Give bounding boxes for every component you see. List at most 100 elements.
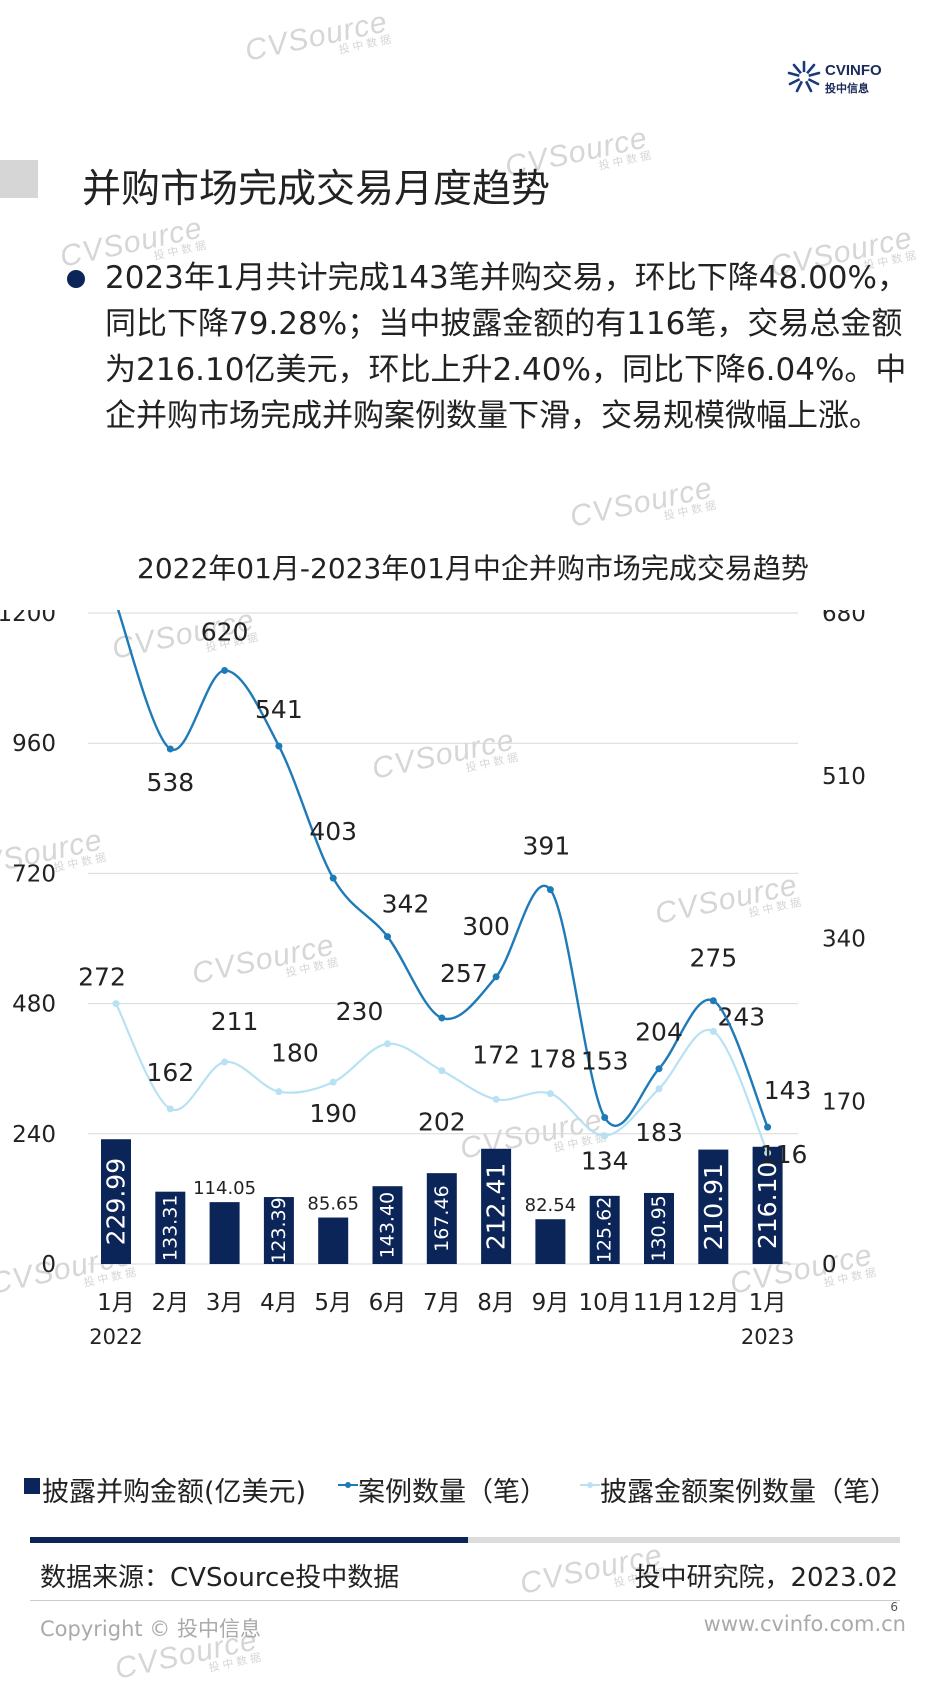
series-point xyxy=(709,997,717,1005)
cvinfo-logo: CVINFO 投中信息 xyxy=(787,60,897,96)
point-value-label: 180 xyxy=(271,1039,319,1068)
point-value-label: 620 xyxy=(201,617,249,646)
series-point xyxy=(492,973,500,981)
legend-line-swatch xyxy=(580,1482,600,1488)
series-point xyxy=(384,933,391,941)
right-tick-label: 510 xyxy=(822,764,866,790)
x-tick-label: 2月 xyxy=(151,1290,189,1316)
bar-value-label: 167.46 xyxy=(431,1185,453,1251)
series-point xyxy=(492,1095,500,1103)
bar-value-label: 216.10 xyxy=(753,1162,782,1249)
series-point xyxy=(655,1065,663,1073)
x-tick-label: 12月 xyxy=(687,1290,739,1316)
series-point xyxy=(329,1078,337,1086)
bar xyxy=(752,1146,783,1264)
right-tick-label: 340 xyxy=(822,927,866,953)
point-value-label: 230 xyxy=(336,997,384,1026)
right-tick-label: 680 xyxy=(822,610,866,627)
combo-chart: 0 240 480 720 960 1200 0 170 340 510 680 229.99 13… xyxy=(0,610,866,1349)
watermark: CVSource 投 中 数 据 xyxy=(242,5,393,68)
year-label: 2022 xyxy=(89,1325,142,1349)
bar-value-label: 130.95 xyxy=(648,1195,670,1261)
point-value-label: 342 xyxy=(382,890,430,919)
point-value-label: 204 xyxy=(635,1018,683,1047)
point-value-label: 116 xyxy=(760,1140,808,1169)
point-value-label: 183 xyxy=(635,1118,683,1147)
point-value-label: 538 xyxy=(146,768,194,797)
series-point xyxy=(438,1067,446,1075)
point-value-label: 391 xyxy=(523,832,571,861)
series-point xyxy=(546,886,554,894)
bar xyxy=(209,1202,240,1264)
series-point xyxy=(438,1014,446,1022)
bar-value-label: 229.99 xyxy=(102,1158,131,1245)
bar-value-label: 212.41 xyxy=(482,1163,511,1250)
logo-rays-icon xyxy=(787,60,821,93)
bar-value-label: 125.62 xyxy=(594,1197,616,1263)
x-tick-label: 6月 xyxy=(369,1290,407,1316)
x-tick-label: 1月 xyxy=(749,1290,787,1316)
line-series: 2721622111801902302021721781341832431166… xyxy=(78,610,811,1176)
year-label: 2023 xyxy=(741,1325,794,1349)
left-tick-label: 240 xyxy=(12,1122,56,1148)
left-tick-label: 480 xyxy=(12,992,56,1018)
website-link[interactable]: www.cvinfo.com.cn xyxy=(703,1612,906,1636)
series-point xyxy=(275,742,283,750)
series-point xyxy=(655,1085,663,1093)
copyright: Copyright © 投中信息 xyxy=(40,1617,261,1641)
point-value-label: 153 xyxy=(581,1047,629,1076)
data-source: 数据来源：CVSource投中数据 xyxy=(40,1563,400,1593)
x-tick-label: 10月 xyxy=(579,1290,631,1316)
point-value-label: 211 xyxy=(211,1007,259,1036)
bar-value-label: 123.39 xyxy=(268,1197,290,1263)
bar-value-label: 82.54 xyxy=(525,1195,577,1216)
bar xyxy=(426,1173,457,1264)
point-value-label: 162 xyxy=(146,1058,194,1087)
left-tick-label: 0 xyxy=(41,1252,56,1278)
series-point xyxy=(329,874,337,882)
series-point xyxy=(709,1027,717,1035)
watermark: CVSource 投 中 数 据 xyxy=(567,471,718,534)
bar xyxy=(155,1191,186,1264)
chart-title: 2022年01月-2023年01月中企并购市场完成交易趋势 xyxy=(137,552,809,585)
x-tick-label: 1月 xyxy=(97,1290,135,1316)
point-value-label: 275 xyxy=(689,944,737,973)
x-tick-label: 9月 xyxy=(532,1290,570,1316)
point-value-label: 143 xyxy=(764,1076,812,1105)
series-point xyxy=(221,666,229,674)
x-tick-label: 7月 xyxy=(423,1290,461,1316)
bar xyxy=(101,1139,131,1264)
footer-divider xyxy=(30,1600,900,1601)
divider-accent xyxy=(30,1537,468,1543)
x-tick-label: 5月 xyxy=(314,1290,352,1316)
bar xyxy=(535,1219,566,1264)
chart-gridlines xyxy=(88,612,798,1265)
series-point xyxy=(384,1040,391,1048)
series-point xyxy=(112,1000,120,1008)
bar xyxy=(644,1192,674,1264)
bar-value-label: 114.05 xyxy=(193,1178,256,1199)
series-point xyxy=(601,1114,609,1122)
bar xyxy=(589,1195,620,1264)
logo-name: CVINFO xyxy=(825,62,882,79)
point-value-label: 541 xyxy=(255,695,303,724)
series-point xyxy=(764,1123,772,1131)
series-line xyxy=(116,610,769,1128)
right-tick-label: 170 xyxy=(822,1089,866,1115)
bar xyxy=(263,1197,294,1264)
left-tick-label: 1200 xyxy=(0,610,56,627)
publisher-date: 投中研究院，2023.02 xyxy=(634,1563,898,1593)
series-point xyxy=(601,1132,609,1140)
point-value-label: 178 xyxy=(529,1045,577,1074)
x-tick-label: 4月 xyxy=(260,1290,298,1316)
left-axis: 0 240 480 720 960 1200 xyxy=(0,610,56,1278)
legend-line2-label: 披露金额案例数量（笔） xyxy=(600,1477,897,1508)
legend-line1-label: 案例数量（笔） xyxy=(358,1477,547,1508)
page-title: 并购市场完成交易月度趋势 xyxy=(82,167,551,212)
bar-value-label: 133.31 xyxy=(159,1195,181,1261)
point-value-label: 172 xyxy=(472,1040,520,1069)
point-value-label: 190 xyxy=(309,1099,357,1128)
point-value-label: 272 xyxy=(78,963,126,992)
x-tick-label: 11月 xyxy=(633,1290,685,1316)
bar-value-label: 85.65 xyxy=(307,1194,359,1215)
